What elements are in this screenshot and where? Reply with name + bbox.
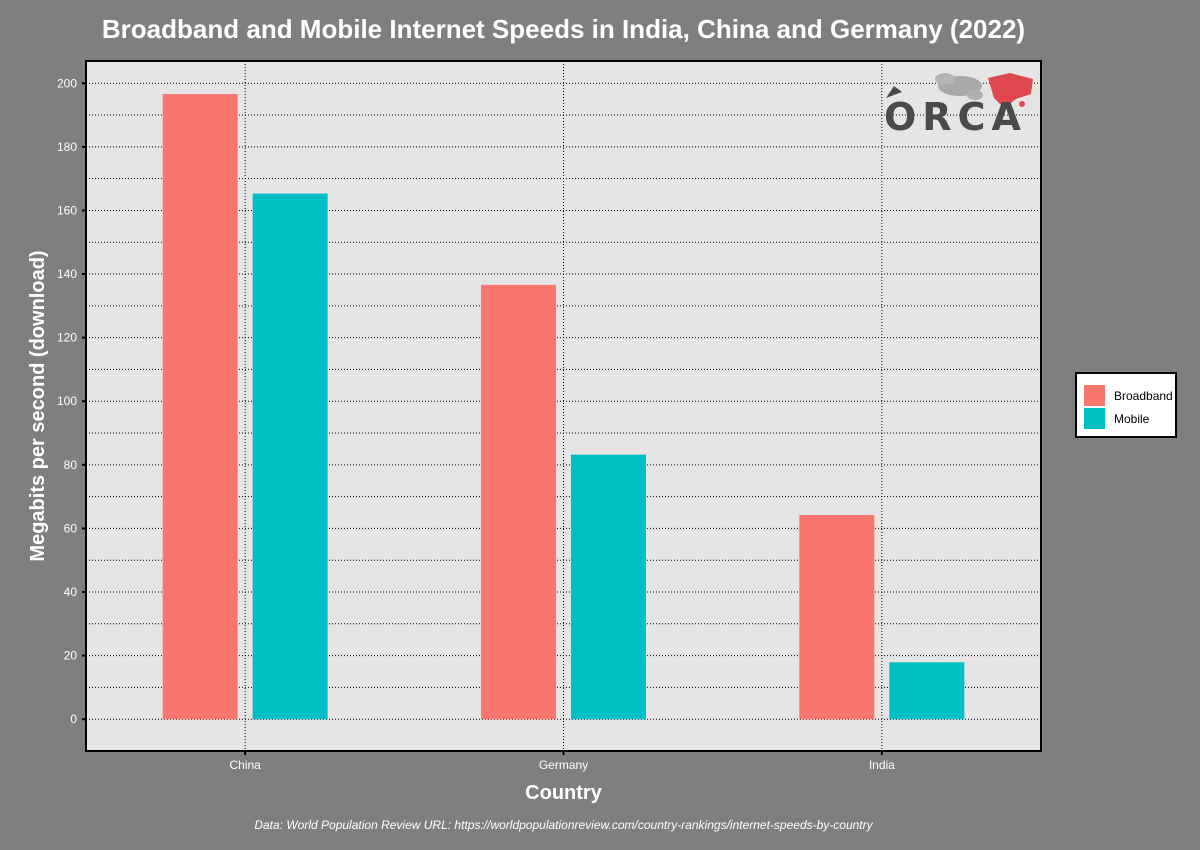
y-tick-label: 200	[57, 76, 77, 90]
y-tick-label: 140	[57, 267, 77, 281]
y-tick-label: 160	[57, 203, 77, 217]
legend-label-mobile: Mobile	[1114, 411, 1150, 426]
x-tick-label: Germany	[539, 758, 588, 772]
x-tick-label: India	[869, 758, 895, 772]
bars	[162, 94, 965, 720]
orca-logo: ORCA	[884, 73, 1033, 139]
bar-broadband-germany	[481, 284, 556, 720]
y-tick-label: 40	[64, 585, 78, 599]
axes: 0 20 40 60 80 100 120 140 160 180 200 China Germany I…	[57, 60, 1042, 772]
bar-broadband-india	[799, 515, 875, 720]
x-tick-label: China	[229, 758, 261, 772]
world-map-icon	[935, 73, 1033, 108]
y-tick-label: 0	[70, 712, 77, 726]
bar-mobile-china	[252, 193, 328, 720]
y-tick-label: 20	[64, 649, 78, 663]
y-tick-label: 60	[64, 521, 78, 535]
x-axis-title: Country	[525, 782, 603, 804]
y-tick-label: 180	[57, 140, 77, 154]
legend-swatch-mobile	[1084, 408, 1105, 429]
bar-mobile-india	[889, 662, 965, 720]
grid-lines	[86, 61, 1041, 752]
data-source-caption: Data: World Population Review URL: https…	[254, 818, 873, 832]
orca-fin-icon	[886, 86, 902, 98]
legend-item-mobile: Mobile	[1084, 407, 1175, 430]
y-tick-label: 80	[64, 458, 78, 472]
chart-title: Broadband and Mobile Internet Speeds in …	[101, 14, 1026, 44]
legend-label-broadband: Broadband	[1114, 388, 1173, 403]
y-axis-title: Megabits per second (download)	[27, 250, 49, 561]
y-tick-label: 120	[57, 331, 77, 345]
y-tick-label: 100	[57, 394, 77, 408]
legend-swatch-broadband	[1084, 385, 1105, 406]
legend: Broadband Mobile	[1075, 372, 1177, 438]
legend-item-broadband: Broadband	[1084, 384, 1175, 407]
logo-text: ORCA	[884, 95, 1027, 139]
bar-broadband-china	[162, 94, 238, 720]
bar-mobile-germany	[571, 454, 646, 720]
